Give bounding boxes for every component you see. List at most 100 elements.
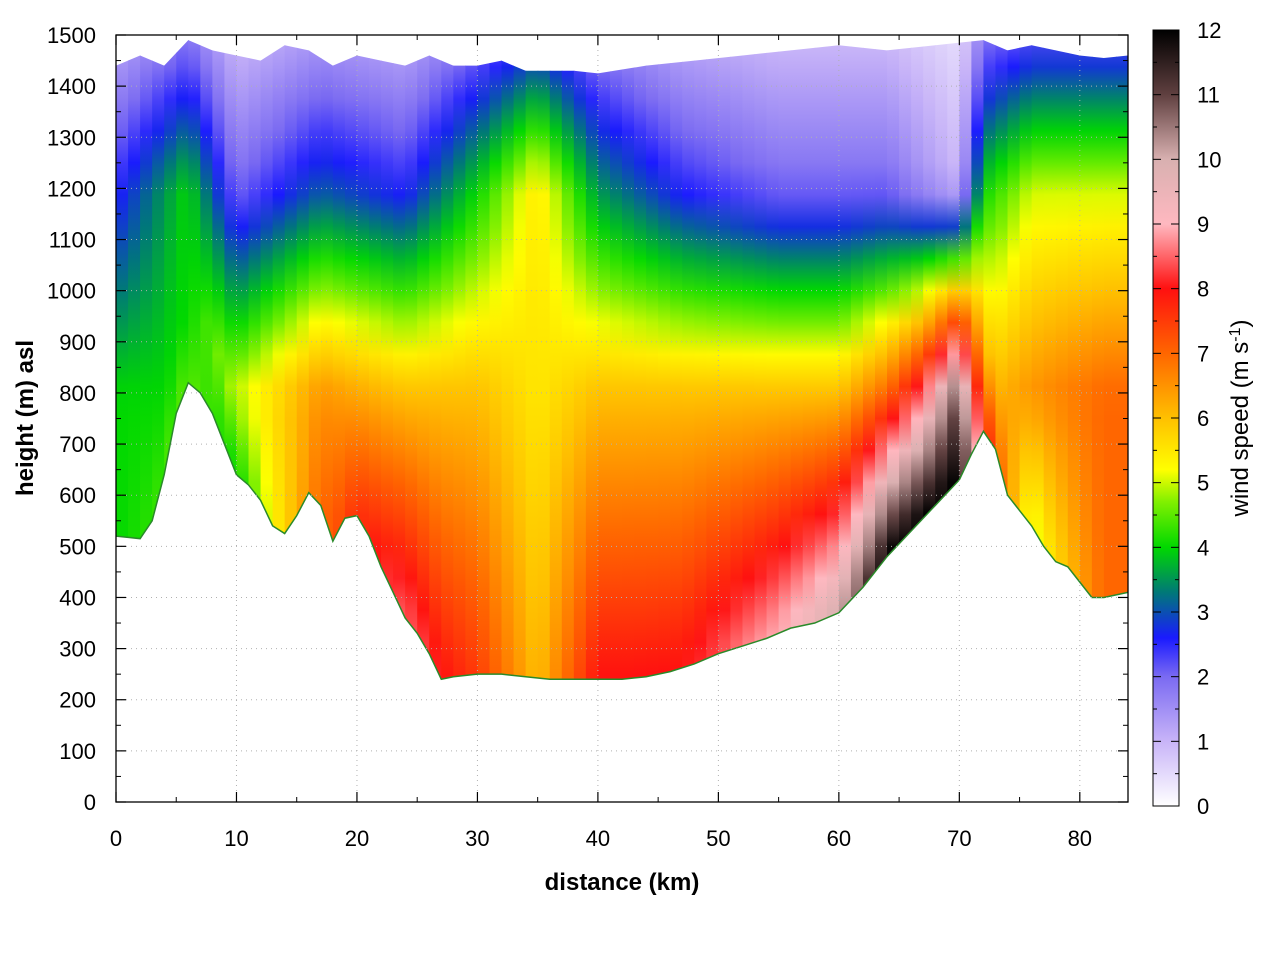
field-column (609, 40, 623, 680)
field-column (742, 40, 756, 680)
field-column (875, 40, 888, 680)
field-column (573, 40, 587, 680)
x-tick-label: 40 (586, 826, 610, 851)
field-column (1115, 40, 1128, 680)
colorbar-tick-label: 3 (1197, 600, 1209, 625)
y-tick-label: 1200 (47, 176, 96, 201)
colorbar-tick-label: 6 (1197, 406, 1209, 431)
field-column (850, 40, 864, 680)
field-column (790, 40, 804, 680)
colorbar-tick-label: 1 (1197, 729, 1209, 754)
field-column (260, 40, 274, 680)
field-column (1043, 40, 1057, 680)
colorbar-tick-label: 7 (1197, 341, 1209, 366)
field-column (826, 40, 840, 680)
field-column (947, 40, 960, 680)
y-tick-label: 600 (59, 483, 96, 508)
colorbar-tick-label: 10 (1197, 147, 1221, 172)
field-column (128, 40, 141, 680)
field-column (441, 40, 454, 680)
y-tick-label: 900 (59, 330, 96, 355)
x-tick-label: 10 (224, 826, 248, 851)
colorbar-title-sup: -1 (1227, 327, 1244, 341)
field-column (959, 40, 972, 680)
field-column (899, 40, 912, 680)
field-column (923, 40, 936, 680)
field-column (537, 40, 551, 680)
field-column (838, 40, 852, 680)
field-column (296, 40, 310, 680)
field-column (453, 40, 466, 680)
field-column (465, 40, 479, 680)
field-column (766, 40, 780, 680)
field-column (995, 40, 1009, 680)
y-tick-label: 300 (59, 637, 96, 662)
field-column (525, 40, 539, 680)
field-column (140, 40, 153, 680)
field-column (971, 40, 985, 680)
field-column (1103, 40, 1117, 680)
x-tick-label: 20 (345, 826, 369, 851)
terrain-outline (116, 381, 1128, 681)
colorbar-tick-label: 2 (1197, 665, 1209, 690)
y-tick-label: 100 (59, 739, 96, 764)
field-column (356, 40, 370, 680)
colorbar-tick-label: 11 (1197, 83, 1220, 108)
field-column (706, 40, 719, 680)
field-column (513, 40, 527, 680)
field-column (284, 40, 298, 680)
wind-speed-field (116, 40, 1128, 681)
field-column (549, 40, 563, 680)
field-column (477, 40, 491, 680)
field-column (1079, 40, 1093, 680)
field-column (597, 40, 611, 680)
x-axis-title: distance (km) (545, 869, 700, 896)
field-column (489, 40, 503, 680)
field-column (393, 40, 406, 680)
x-tick-label: 60 (827, 826, 851, 851)
field-column (585, 40, 599, 680)
x-tick-label: 50 (706, 826, 730, 851)
field-column (561, 40, 575, 680)
field-column (224, 40, 238, 680)
field-column (369, 40, 382, 680)
colorbar-tick-label: 5 (1197, 471, 1209, 496)
field-column (236, 40, 250, 680)
y-tick-label: 800 (59, 381, 96, 406)
x-tick-label: 0 (110, 826, 122, 851)
y-tick-label: 0 (84, 790, 96, 815)
field-column (176, 40, 189, 680)
y-axis: 0 100 200 300 400 500 600 700 800 900 1000 1100 1200… (47, 23, 1128, 815)
field-column (862, 40, 876, 680)
field-column (622, 40, 635, 680)
y-tick-label: 1500 (47, 23, 96, 48)
colorbar-tick-label: 8 (1197, 277, 1209, 302)
y-tick-label: 1100 (49, 228, 96, 253)
x-axis: 0 10 20 30 40 50 60 70 80 (110, 35, 1092, 851)
x-tick-label: 70 (947, 826, 971, 851)
field-column (646, 40, 659, 680)
field-column (694, 40, 707, 680)
y-tick-label: 1400 (47, 74, 96, 99)
colorbar-tick-label: 0 (1197, 794, 1209, 819)
y-tick-label: 700 (59, 432, 96, 457)
y-axis-title: height (m) asl (12, 340, 39, 496)
field-column (1019, 40, 1033, 680)
colorbar-title-main: wind speed (m s (1227, 342, 1254, 518)
y-tick-label: 200 (59, 688, 96, 713)
colorbar-title: wind speed (m s-1) (1227, 320, 1255, 518)
y-tick-label: 1300 (47, 125, 96, 150)
field-column (778, 40, 792, 680)
y-tick-label: 400 (59, 585, 96, 610)
field-column (718, 40, 732, 680)
colorbar-tick-label: 9 (1197, 212, 1209, 237)
field-column (682, 40, 695, 680)
field-column (1055, 40, 1069, 680)
field-column (670, 40, 683, 680)
field-column (1091, 40, 1105, 680)
field-column (344, 40, 358, 680)
field-column (983, 40, 997, 680)
field-column (308, 40, 322, 680)
field-column (634, 40, 647, 680)
